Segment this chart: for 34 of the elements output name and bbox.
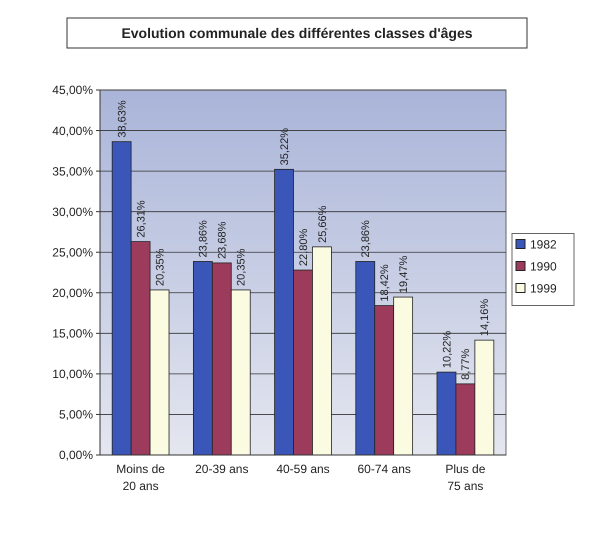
- x-tick-label: Moins de 20 ans: [116, 462, 166, 493]
- x-tick-label: 60-74 ans: [358, 462, 411, 476]
- y-tick-label: 15,00%: [52, 326, 94, 341]
- x-tick-label: 20-39 ans: [195, 462, 248, 476]
- chart-title: Evolution communale des différentes classes d'âges: [121, 25, 473, 41]
- data-label: 20,35%: [236, 248, 248, 286]
- legend-label: 1999: [530, 282, 558, 296]
- data-label: 22,80%: [298, 228, 310, 266]
- x-tick-label: Plus de 75 ans: [445, 462, 486, 493]
- data-label: 18,42%: [379, 264, 392, 302]
- y-tick-label: 35,00%: [52, 164, 94, 178]
- y-tick-label: 0,00%: [58, 448, 94, 462]
- data-label: 19,47%: [398, 256, 410, 294]
- y-tick-label: 30,00%: [52, 204, 94, 219]
- data-label: 14,16%: [479, 298, 492, 336]
- legend-label: 1982: [530, 238, 558, 252]
- legend-label: 1990: [530, 260, 558, 274]
- data-label: 20,35%: [154, 248, 166, 286]
- data-label: 10,22%: [441, 330, 454, 368]
- y-tick-label: 20,00%: [52, 286, 94, 300]
- y-tick-label: 25,00%: [52, 245, 94, 260]
- data-label: 23,68%: [216, 221, 229, 259]
- data-label: 35,22%: [278, 128, 291, 166]
- data-label: 8,77%: [460, 348, 472, 380]
- data-label: 23,86%: [198, 220, 210, 258]
- y-tick-label: 45,00%: [52, 83, 94, 98]
- data-label: 26,31%: [135, 200, 148, 238]
- y-tick-label: 5,00%: [58, 408, 94, 422]
- data-label: 38,63%: [116, 100, 129, 138]
- data-label: 23,86%: [360, 220, 372, 258]
- y-tick-label: 40,00%: [52, 124, 94, 138]
- y-tick-label: 10,00%: [52, 367, 94, 382]
- x-tick-label: 40-59 ans: [276, 462, 330, 476]
- data-label: 25,66%: [316, 205, 329, 243]
